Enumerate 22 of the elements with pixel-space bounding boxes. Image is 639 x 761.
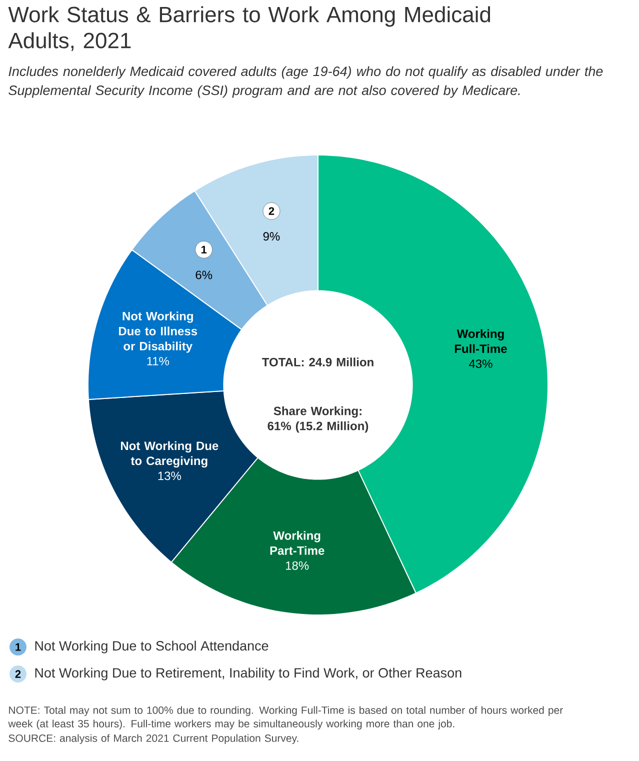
- slice-label: Not Working Due to Illness or Disability: [119, 312, 198, 353]
- slice-label: Working Full-Time: [454, 329, 507, 354]
- slice-label: Not Working Due to Caregiving: [121, 441, 218, 468]
- text: Share Working: 61% (15.2 Million): [268, 406, 368, 433]
- data-label: 6%: [196, 270, 212, 280]
- data-label: 9%: [263, 232, 280, 241]
- slice-label: Working Part-Time: [270, 531, 324, 555]
- text: TOTAL: 24.9 Million: [262, 358, 374, 366]
- data-label: 13%: [158, 472, 181, 480]
- text: NOTE: Total may not sum to 100% due to rounding. Working Full-Time is based on total number of hours worked per week (at least 35 hours). Full-time workers may be simultaneously working more than one job.: [8, 706, 563, 730]
- chart-subtitle: Includes nonelderly Medicaid covered adults (age 19-64) who do not qualify as disabled under the Supplemental Security Income (SSI) program and are not also covered by Medicare.: [8, 66, 603, 98]
- text: 1: [16, 643, 21, 651]
- chart-title: Work Status & Barriers to Work Among Medicaid Adults, 2021: [8, 6, 490, 51]
- text: 1: [201, 246, 207, 254]
- data-label: 18%: [286, 561, 309, 570]
- data-label: 11%: [147, 356, 170, 366]
- legend-label: Not Working Due to Retirement, Inability to Find Work, or Other Reason: [35, 668, 462, 680]
- source-note: SOURCE: analysis of March 2021 Current Population Survey.: [8, 734, 298, 744]
- data-label: 43%: [468, 360, 492, 368]
- legend-label: Not Working Due to School Attendance: [35, 640, 268, 654]
- text: 2: [15, 670, 21, 678]
- text: 2: [268, 207, 274, 215]
